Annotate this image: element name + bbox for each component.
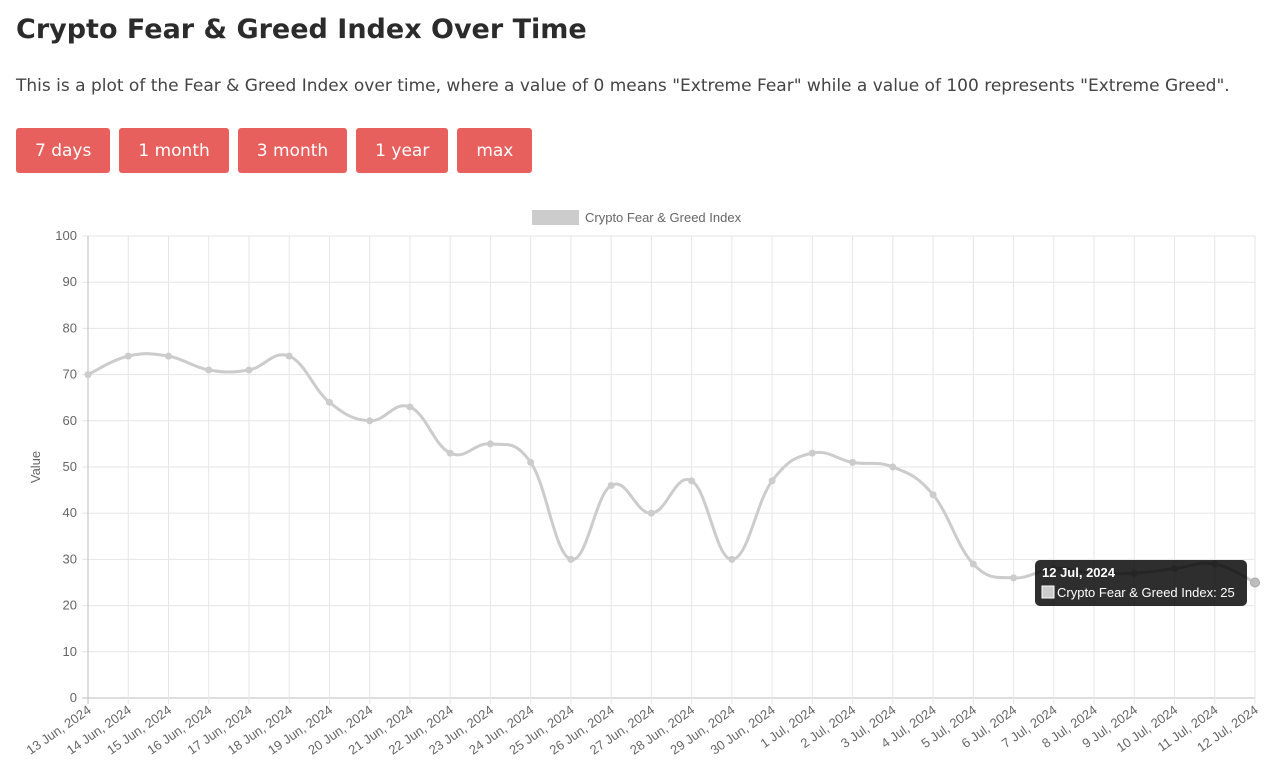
range-1-month-button[interactable]: 1 month [119, 128, 229, 173]
range-3-month-button[interactable]: 3 month [237, 128, 348, 173]
data-point[interactable] [285, 352, 293, 360]
data-point[interactable] [768, 477, 776, 485]
y-tick-label: 80 [63, 320, 77, 335]
y-tick-label: 0 [70, 690, 77, 705]
y-tick-label: 20 [63, 598, 77, 613]
data-point[interactable] [688, 477, 696, 485]
data-point[interactable] [929, 491, 937, 499]
range-1-year-button[interactable]: 1 year [356, 128, 449, 173]
y-tick-label: 50 [63, 459, 77, 474]
legend-label: Crypto Fear & Greed Index [585, 210, 742, 225]
y-tick-label: 90 [63, 274, 77, 289]
chart-grid [82, 235, 1256, 704]
data-point[interactable] [969, 560, 977, 568]
y-axis-ticks: 0 10 20 30 40 50 60 70 80 90 100 [55, 228, 77, 705]
y-tick-label: 70 [63, 367, 77, 382]
data-point[interactable] [607, 481, 615, 489]
y-tick-label: 30 [63, 551, 77, 566]
y-axis-label: Value [28, 451, 43, 483]
y-tick-label: 60 [63, 413, 77, 428]
data-points[interactable] [84, 352, 1260, 588]
data-point[interactable] [889, 463, 897, 471]
y-tick-label: 40 [63, 505, 77, 520]
data-point[interactable] [124, 352, 132, 360]
legend-swatch [532, 210, 579, 225]
y-tick-label: 100 [55, 228, 77, 243]
page-title: Crypto Fear & Greed Index Over Time [16, 14, 587, 45]
range-7-days-button[interactable]: 7 days [16, 128, 111, 173]
data-point[interactable] [1250, 577, 1260, 588]
data-point[interactable] [245, 366, 253, 374]
data-point[interactable] [446, 449, 454, 457]
page-description: This is a plot of the Fear & Greed Index… [16, 76, 1230, 96]
data-point[interactable] [808, 449, 816, 457]
tooltip-title: 12 Jul, 2024 [1042, 565, 1116, 580]
data-point[interactable] [567, 555, 575, 563]
range-button-group: 7 days 1 month 3 month 1 year max [16, 128, 541, 173]
data-point[interactable] [849, 458, 857, 466]
data-point[interactable] [486, 440, 494, 448]
data-point[interactable] [527, 458, 535, 466]
range-max-button[interactable]: max [457, 128, 533, 173]
tooltip-label: Crypto Fear & Greed Index: 25 [1057, 585, 1235, 600]
legend[interactable]: Crypto Fear & Greed Index [532, 210, 742, 225]
data-point[interactable] [1010, 574, 1018, 582]
data-point[interactable] [647, 509, 655, 517]
series-line-fear-greed-index [87, 352, 1256, 584]
tooltip-swatch [1041, 585, 1055, 599]
data-point[interactable] [406, 403, 414, 411]
data-point[interactable] [205, 366, 213, 374]
data-point[interactable] [366, 417, 374, 425]
series-line-group [87, 352, 1256, 584]
data-point[interactable] [728, 555, 736, 563]
data-point[interactable] [325, 398, 333, 406]
chart-tooltip: 12 Jul, 2024 Crypto Fear & Greed Index: … [1035, 560, 1247, 606]
tooltip-box [1035, 560, 1247, 606]
data-point[interactable] [84, 371, 92, 379]
y-tick-label: 10 [63, 644, 77, 659]
data-point[interactable] [164, 352, 172, 360]
